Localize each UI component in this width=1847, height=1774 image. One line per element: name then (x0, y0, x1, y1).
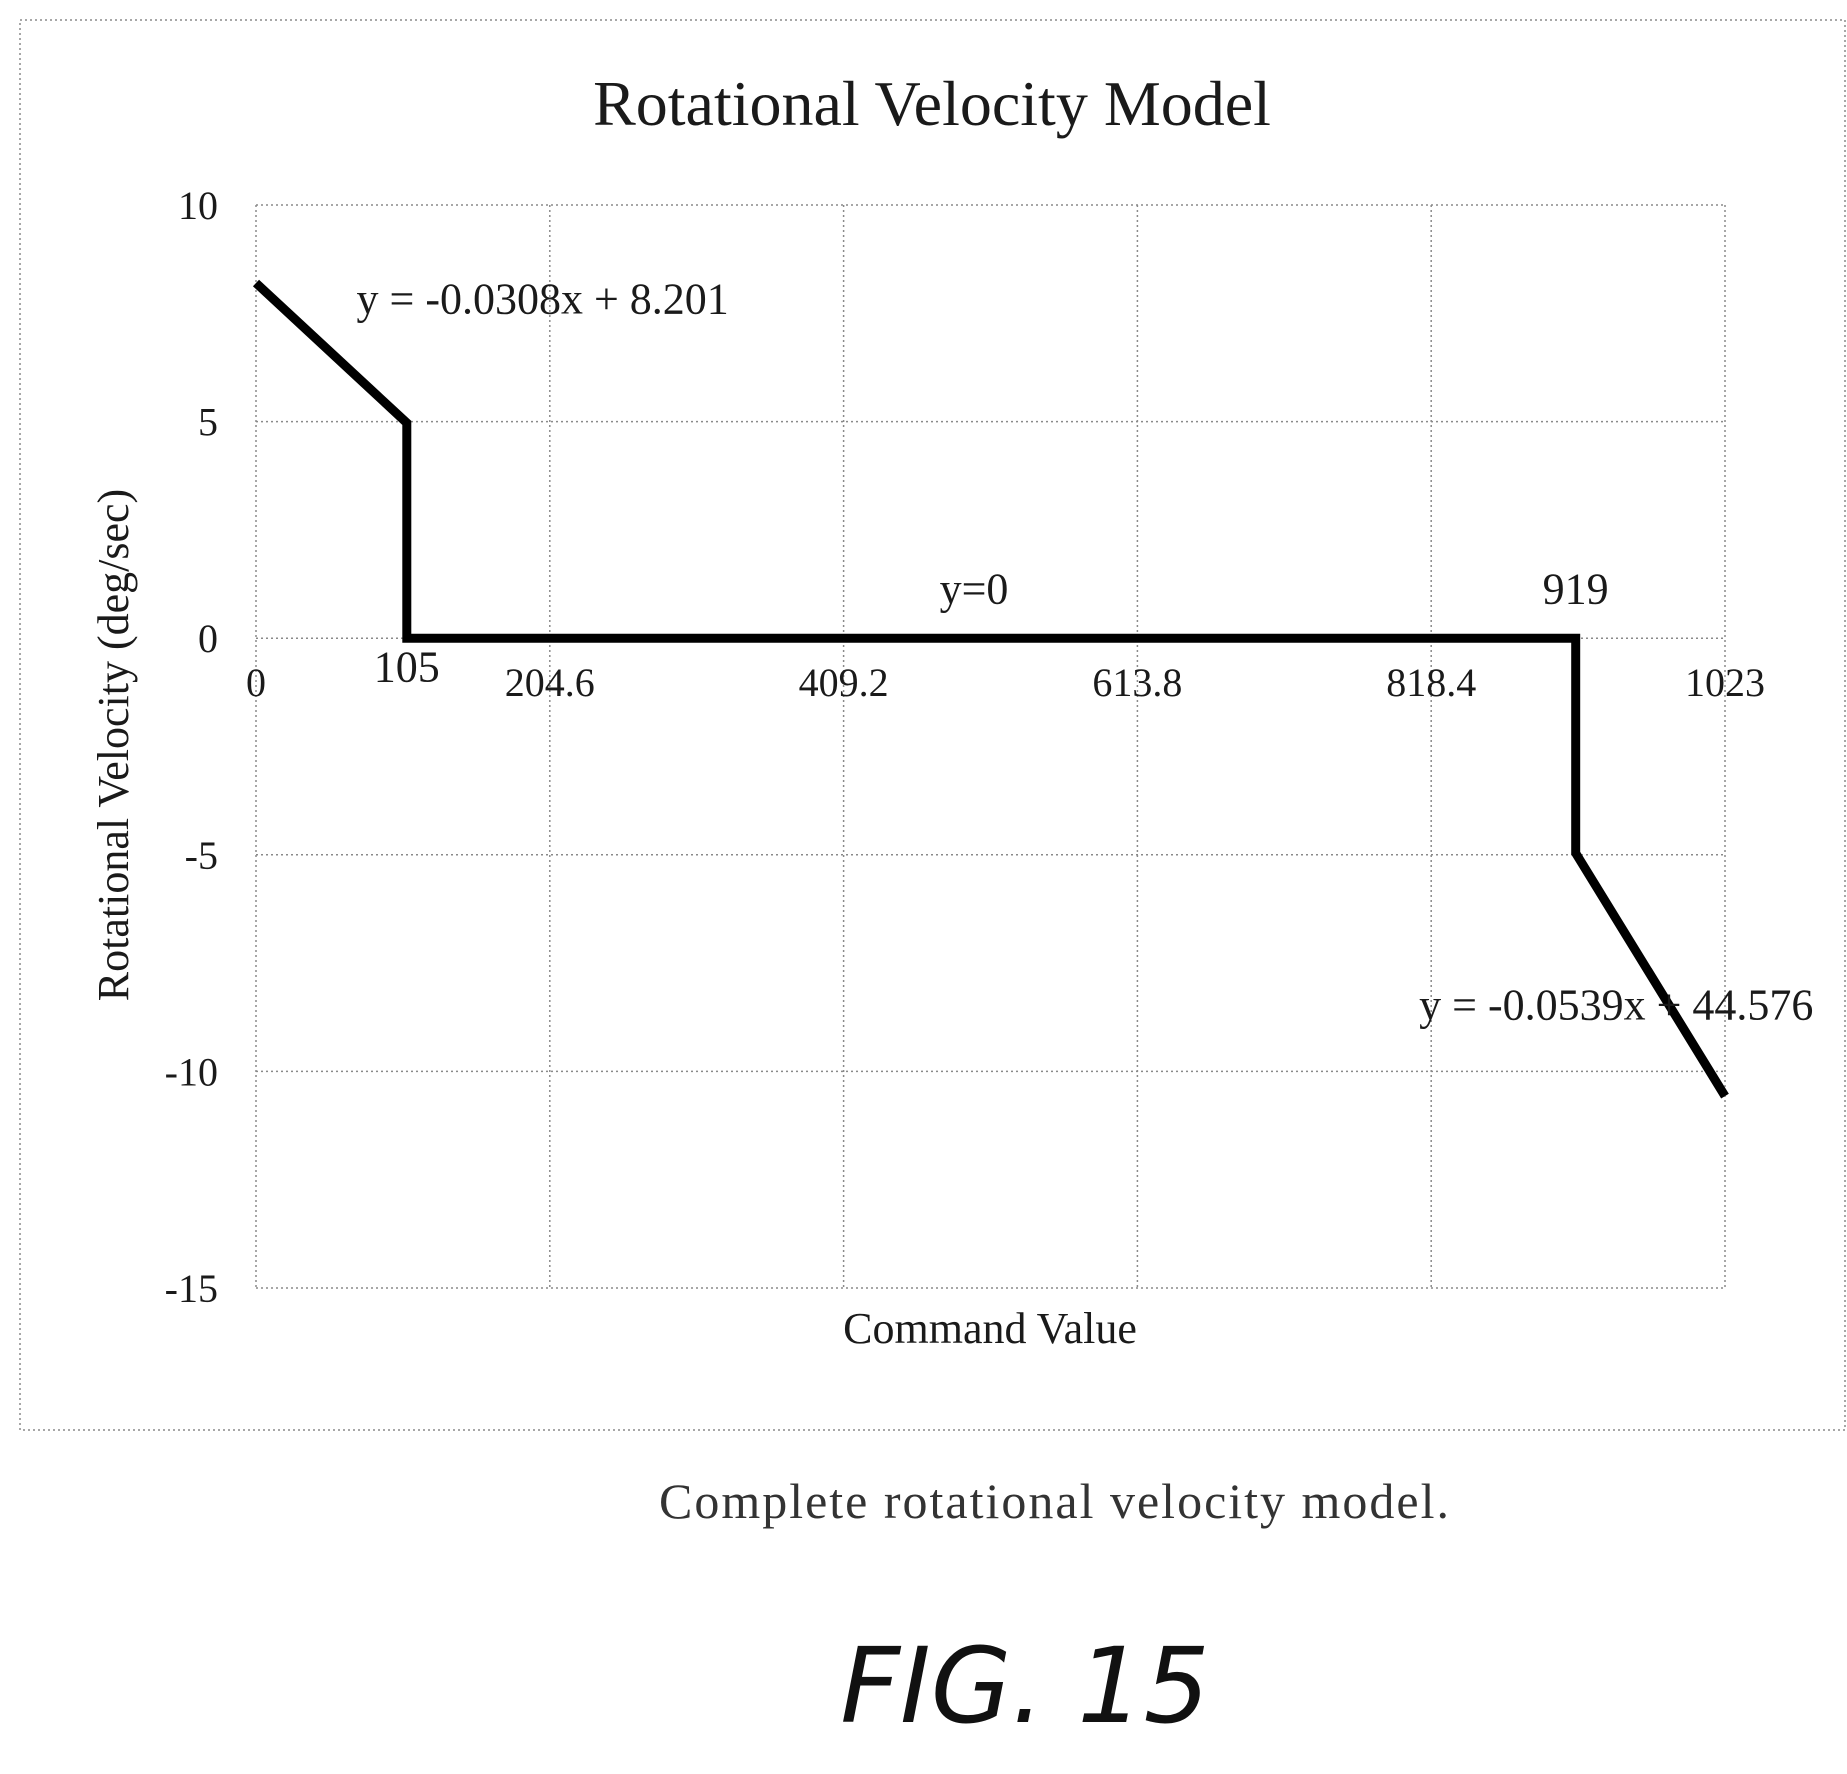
x-tick-labels: 0 204.6 409.2 613.8 818.4 1023 (246, 660, 1765, 705)
figure-label: FIG. 15 (840, 1625, 1210, 1747)
x-tick-label: 818.4 (1386, 660, 1476, 705)
y-tick-label: 0 (198, 616, 218, 661)
chart-title: Rotational Velocity Model (593, 68, 1271, 139)
series (252, 279, 1729, 1099)
y-tick-labels: 10 5 0 -5 -10 -15 (165, 183, 218, 1311)
annotation-label: y=0 (940, 565, 1009, 614)
y-tick-label: -15 (165, 1266, 218, 1311)
annotation-label: 919 (1543, 565, 1609, 614)
y-tick-label: -5 (185, 833, 218, 878)
y-tick-label: 5 (198, 400, 218, 445)
x-tick-label: 409.2 (799, 660, 889, 705)
x-tick-label: 0 (246, 660, 266, 705)
annotation-label: y = -0.0539x + 44.576 (1419, 980, 1813, 1029)
annotation-label: 105 (374, 643, 440, 692)
annotations: y = -0.0308x + 8.201 y=0 105 919 y = -0.0539… (357, 274, 1814, 1029)
x-axis-label: Command Value (843, 1304, 1137, 1353)
x-tick-label: 1023 (1685, 660, 1765, 705)
chart-frame (19, 19, 1846, 1431)
annotation-label: y = -0.0308x + 8.201 (357, 274, 729, 323)
figure-caption: Complete rotational velocity model. (659, 1473, 1451, 1529)
x-tick-label: 204.6 (505, 660, 595, 705)
x-tick-label: 613.8 (1092, 660, 1182, 705)
y-tick-label: -10 (165, 1049, 218, 1094)
series-line-0 (252, 279, 1729, 1099)
y-axis-label: Rotational Velocity (deg/sec) (89, 489, 138, 1001)
y-tick-label: 10 (178, 183, 218, 228)
grid (255, 204, 1726, 1289)
